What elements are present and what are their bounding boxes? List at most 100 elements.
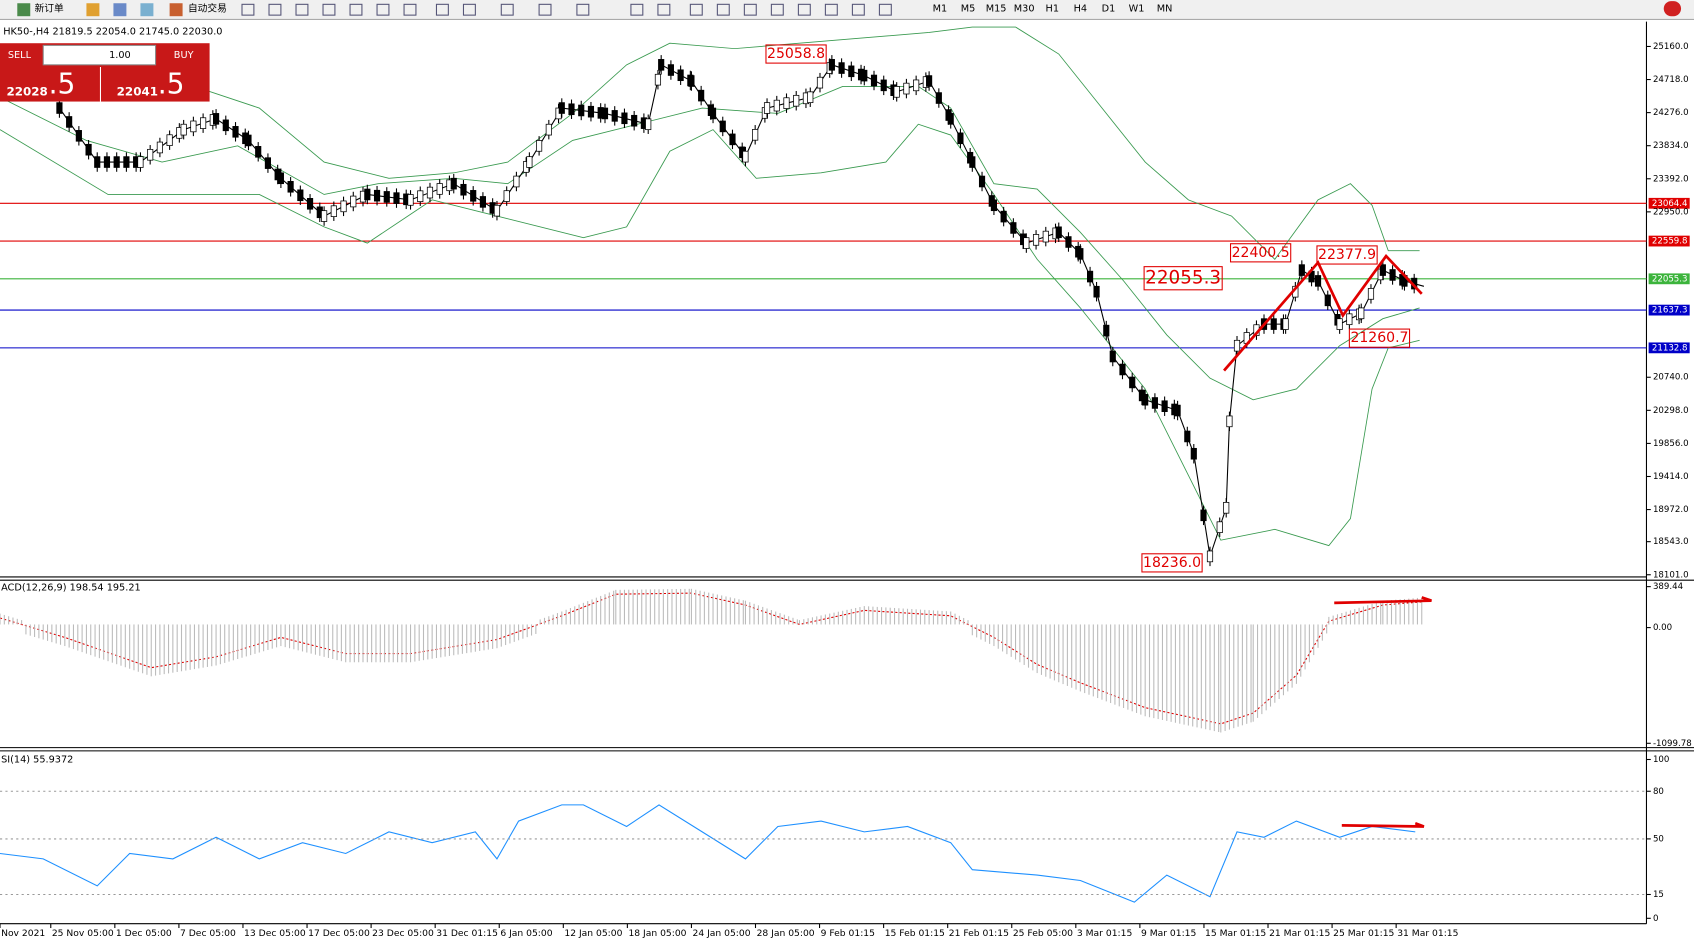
timeframe[interactable]: H4 [1074,4,1088,15]
tool-icon[interactable] [824,3,838,16]
y-tick-label: 19856.0 [1653,439,1689,449]
tool-icon[interactable] [500,3,514,16]
candle-body [611,110,618,122]
candle-body [426,186,434,199]
bollinger-upper [0,26,1420,260]
candle-body [752,128,759,141]
candle-body [1023,237,1030,249]
y-tick-label: 22950.0 [1653,207,1689,217]
candle-body [698,89,705,102]
candle-body [232,126,239,138]
tool-icon[interactable] [743,3,757,16]
candle-body [156,141,163,154]
candle-body [407,194,414,206]
candle-body [536,140,543,152]
candle-body [861,69,868,82]
candle-body [350,195,357,208]
tool-icon[interactable] [462,3,476,16]
tool-icon[interactable] [630,3,644,16]
candle-body [264,157,272,169]
sell-button[interactable]: SELL [8,50,32,61]
candle-body [1324,294,1331,307]
tool-icon[interactable] [878,3,892,16]
level-tag [1648,304,1690,316]
tool-icon[interactable] [716,3,730,16]
candle-body [1032,234,1040,246]
time-label: 3 Mar 01:15 [1077,928,1133,939]
tool-icon[interactable] [576,3,590,16]
volume-box[interactable] [42,44,157,66]
candle-body [1151,397,1158,409]
new-order[interactable]: 新订单 [35,2,64,15]
tool-icon[interactable] [268,3,282,16]
candle-body [893,86,900,98]
icon[interactable] [86,3,100,17]
tool-icon[interactable] [797,3,811,16]
tool-icon[interactable] [435,3,449,16]
candle-body [417,190,424,203]
time-label: 9 Mar 01:15 [1141,928,1197,939]
trend-arrow [1223,253,1423,372]
candle-body [1358,307,1365,320]
ask-price[interactable]: 22041 [117,84,158,98]
rsi-tick-label: 15 [1653,890,1664,900]
timeframe[interactable]: H1 [1046,4,1060,15]
time-label: 21 Feb 01:15 [949,928,1009,939]
candle-body [287,180,294,193]
ask-pips[interactable]: .5 [158,67,185,100]
annotation-box [1229,243,1292,263]
candle-body [123,156,130,168]
candle-body [913,79,920,92]
candle-body [1314,275,1322,287]
rsi-tick-label: 100 [1653,755,1669,765]
candle-body [1055,226,1062,239]
timeframe[interactable]: MN [1157,4,1173,15]
icon[interactable] [140,3,154,17]
candle-body [1103,324,1110,337]
tool-icon[interactable] [538,3,552,16]
candle-body [200,117,207,129]
timeframe[interactable]: D1 [1102,4,1116,15]
candle-body [1336,318,1343,330]
tool-icon[interactable] [689,3,703,16]
timeframe[interactable]: M30 [1014,4,1035,15]
timeframe[interactable]: M15 [986,4,1007,15]
timeframe[interactable]: W1 [1129,4,1145,15]
tool-icon[interactable] [376,3,390,16]
new-order-icon[interactable] [17,3,31,17]
icon[interactable] [113,3,127,17]
auto-trading-icon[interactable] [169,3,183,17]
tool-icon[interactable] [403,3,417,16]
tool-icon[interactable] [295,3,309,16]
candle-body [1087,270,1094,283]
tool-icon[interactable] [322,3,336,16]
tool-icon[interactable] [241,3,255,16]
candle-body [1200,509,1207,522]
bid-pips[interactable]: .5 [49,67,76,100]
tool-icon[interactable] [851,3,865,16]
level-tag [1648,273,1690,285]
timeframe[interactable]: M5 [961,4,976,15]
buy-button[interactable]: BUY [174,50,194,61]
time-label: Nov 2021 [1,928,45,939]
candle-body [1119,363,1126,376]
candle-body [470,190,477,202]
tool-icon[interactable] [349,3,363,16]
candle-body [621,112,628,125]
alert-icon[interactable] [1663,1,1682,17]
tool-icon[interactable] [657,3,671,16]
tool-icon[interactable] [770,3,784,16]
candle-body [460,183,467,196]
auto-trading[interactable]: 自动交易 [188,2,227,15]
candle-body [1190,447,1197,460]
candle-body [1077,248,1084,260]
bollinger-lower [0,123,1420,547]
candle-body [848,65,855,78]
candle-body [807,91,814,104]
candle-body [393,192,400,204]
volume[interactable]: 1.00 [109,50,131,61]
candle-body [709,107,717,120]
timeframe[interactable]: M1 [933,4,948,15]
annotation-box [1141,553,1203,573]
bid-price[interactable]: 22028 [6,84,47,98]
